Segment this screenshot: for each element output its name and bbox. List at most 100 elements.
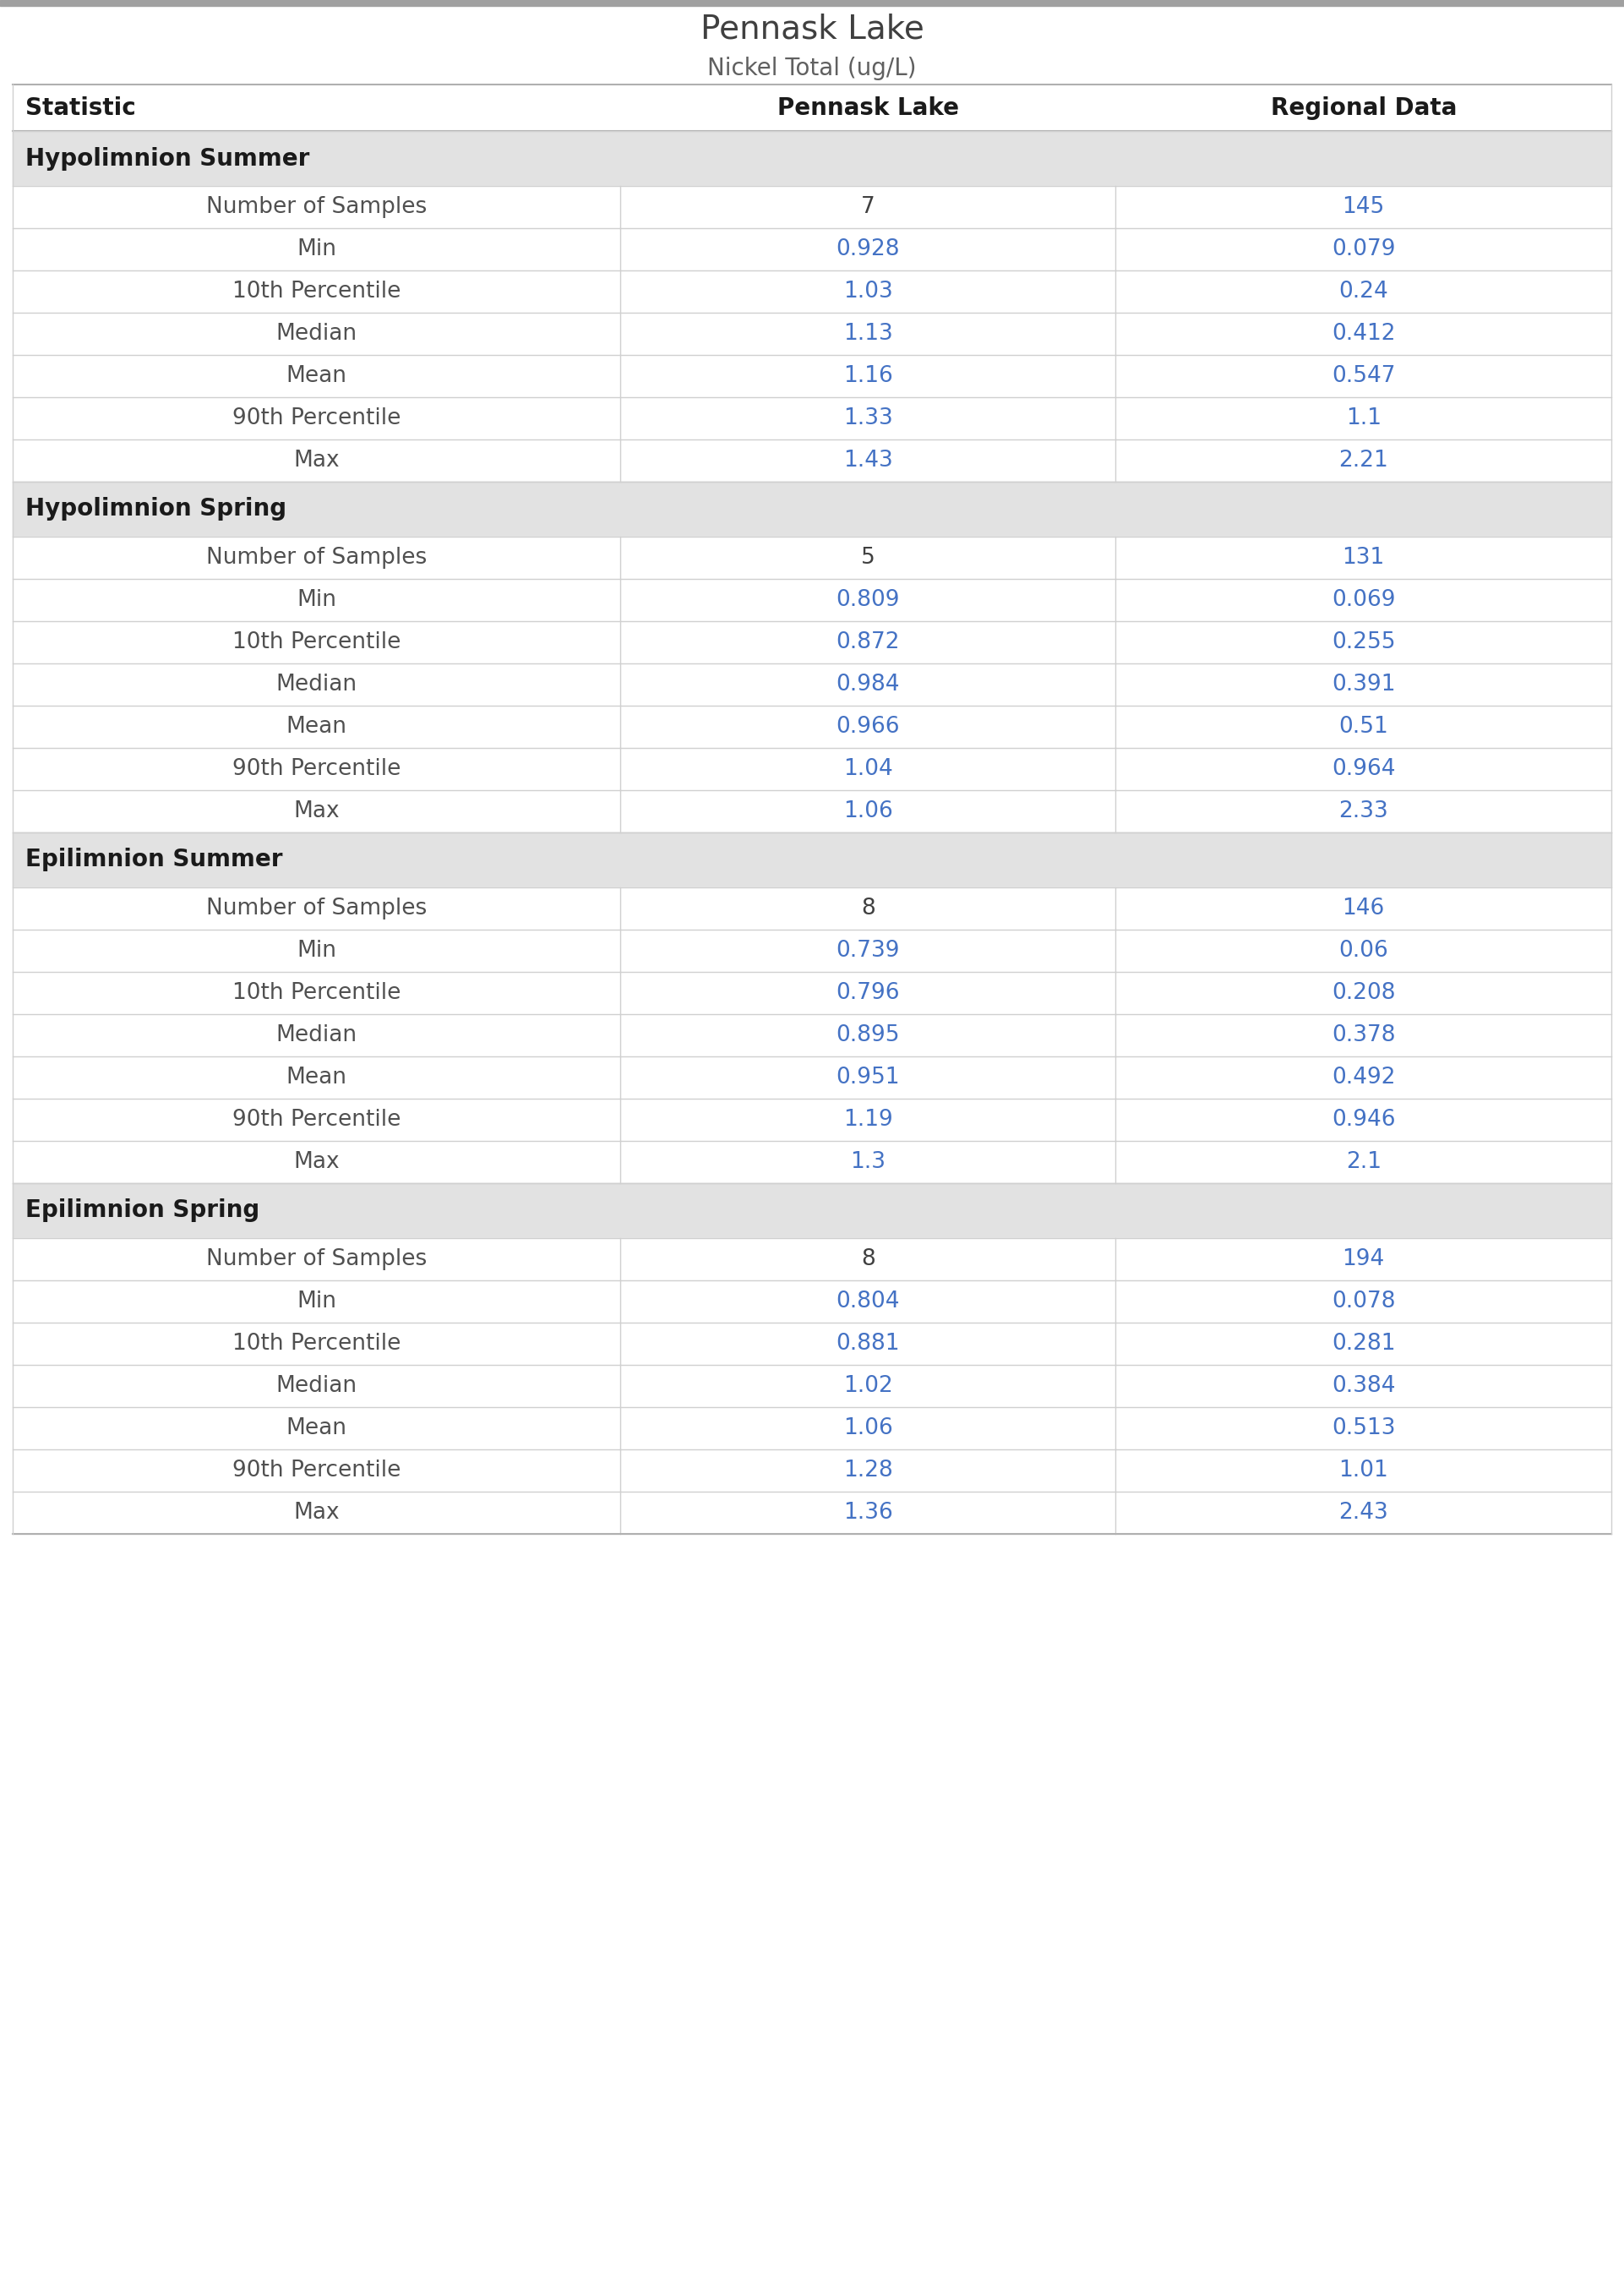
- Bar: [13, 481, 1611, 536]
- Text: 10th Percentile: 10th Percentile: [232, 983, 401, 1003]
- Bar: [13, 1448, 1611, 1491]
- Text: Mean: Mean: [286, 715, 348, 738]
- Bar: [13, 1056, 1611, 1099]
- Text: 1.28: 1.28: [843, 1460, 893, 1482]
- Text: 1.04: 1.04: [843, 758, 893, 781]
- Text: 0.208: 0.208: [1332, 983, 1395, 1003]
- Text: 10th Percentile: 10th Percentile: [232, 1332, 401, 1355]
- Text: Pennask Lake: Pennask Lake: [778, 95, 958, 120]
- Text: 2.1: 2.1: [1346, 1151, 1382, 1174]
- Bar: [13, 270, 1611, 313]
- Text: 131: 131: [1343, 547, 1385, 570]
- Text: 1.3: 1.3: [851, 1151, 885, 1174]
- Text: Number of Samples: Number of Samples: [206, 547, 427, 570]
- Text: 2.43: 2.43: [1338, 1503, 1389, 1523]
- Text: Median: Median: [276, 1376, 357, 1396]
- Text: 1.1: 1.1: [1346, 406, 1382, 429]
- Bar: [13, 397, 1611, 440]
- Text: 1.36: 1.36: [843, 1503, 893, 1523]
- Text: 5: 5: [861, 547, 875, 570]
- Bar: [13, 354, 1611, 397]
- Text: Mean: Mean: [286, 1067, 348, 1090]
- Bar: [13, 833, 1611, 888]
- Text: 0.809: 0.809: [836, 588, 900, 611]
- Bar: [13, 706, 1611, 747]
- Bar: [13, 1323, 1611, 1364]
- Text: Pennask Lake: Pennask Lake: [700, 14, 924, 45]
- Bar: [13, 790, 1611, 833]
- Text: 0.513: 0.513: [1332, 1416, 1395, 1439]
- Text: Median: Median: [276, 1024, 357, 1046]
- Bar: [13, 888, 1611, 931]
- Bar: [0, 0, 1624, 7]
- Text: 0.391: 0.391: [1332, 674, 1395, 695]
- Text: 0.384: 0.384: [1332, 1376, 1395, 1396]
- Text: Hypolimnion Summer: Hypolimnion Summer: [26, 148, 310, 170]
- Text: Hypolimnion Spring: Hypolimnion Spring: [26, 497, 286, 522]
- Text: 0.281: 0.281: [1332, 1332, 1395, 1355]
- Text: Mean: Mean: [286, 1416, 348, 1439]
- Text: Median: Median: [276, 322, 357, 345]
- Text: 0.51: 0.51: [1338, 715, 1389, 738]
- Bar: [13, 313, 1611, 354]
- Bar: [13, 440, 1611, 481]
- Text: 10th Percentile: 10th Percentile: [232, 281, 401, 302]
- Bar: [13, 663, 1611, 706]
- Text: 0.946: 0.946: [1332, 1108, 1395, 1130]
- Text: 0.966: 0.966: [836, 715, 900, 738]
- Text: 7: 7: [861, 195, 875, 218]
- Text: 0.796: 0.796: [836, 983, 900, 1003]
- Text: 1.43: 1.43: [843, 449, 893, 472]
- Text: 145: 145: [1343, 195, 1385, 218]
- Text: 0.412: 0.412: [1332, 322, 1395, 345]
- Text: Min: Min: [297, 238, 336, 261]
- Text: Min: Min: [297, 588, 336, 611]
- Text: 0.078: 0.078: [1332, 1292, 1395, 1312]
- Bar: [13, 1099, 1611, 1142]
- Text: 0.951: 0.951: [836, 1067, 900, 1090]
- Bar: [13, 931, 1611, 972]
- Text: 0.984: 0.984: [836, 674, 900, 695]
- Text: 0.964: 0.964: [1332, 758, 1395, 781]
- Text: Epilimnion Summer: Epilimnion Summer: [26, 849, 283, 872]
- Bar: [13, 1491, 1611, 1535]
- Bar: [13, 1407, 1611, 1448]
- Text: Max: Max: [294, 449, 339, 472]
- Text: Max: Max: [294, 1503, 339, 1523]
- Text: 1.13: 1.13: [843, 322, 893, 345]
- Text: 194: 194: [1343, 1249, 1385, 1271]
- Bar: [13, 132, 1611, 186]
- Text: 0.547: 0.547: [1332, 365, 1395, 388]
- Text: 90th Percentile: 90th Percentile: [232, 1460, 401, 1482]
- Text: 8: 8: [861, 1249, 875, 1271]
- Text: 1.06: 1.06: [843, 1416, 893, 1439]
- Text: Max: Max: [294, 1151, 339, 1174]
- Text: 0.06: 0.06: [1338, 940, 1389, 962]
- Text: 1.02: 1.02: [843, 1376, 893, 1396]
- Bar: [13, 579, 1611, 622]
- Bar: [13, 536, 1611, 579]
- Text: 8: 8: [861, 897, 875, 919]
- Text: 0.928: 0.928: [836, 238, 900, 261]
- Bar: [13, 1364, 1611, 1407]
- Bar: [13, 1183, 1611, 1237]
- Bar: [13, 972, 1611, 1015]
- Text: 0.492: 0.492: [1332, 1067, 1395, 1090]
- Text: 0.24: 0.24: [1338, 281, 1389, 302]
- Text: 0.804: 0.804: [836, 1292, 900, 1312]
- Text: 0.255: 0.255: [1332, 631, 1395, 654]
- Text: 0.739: 0.739: [836, 940, 900, 962]
- Text: Number of Samples: Number of Samples: [206, 897, 427, 919]
- Text: Median: Median: [276, 674, 357, 695]
- Text: Number of Samples: Number of Samples: [206, 195, 427, 218]
- Text: Min: Min: [297, 940, 336, 962]
- Bar: [13, 1015, 1611, 1056]
- Text: Regional Data: Regional Data: [1270, 95, 1457, 120]
- Text: 10th Percentile: 10th Percentile: [232, 631, 401, 654]
- Text: 1.33: 1.33: [843, 406, 893, 429]
- Text: 1.16: 1.16: [843, 365, 893, 388]
- Text: 0.079: 0.079: [1332, 238, 1395, 261]
- Text: 90th Percentile: 90th Percentile: [232, 406, 401, 429]
- Text: Min: Min: [297, 1292, 336, 1312]
- Text: 146: 146: [1343, 897, 1385, 919]
